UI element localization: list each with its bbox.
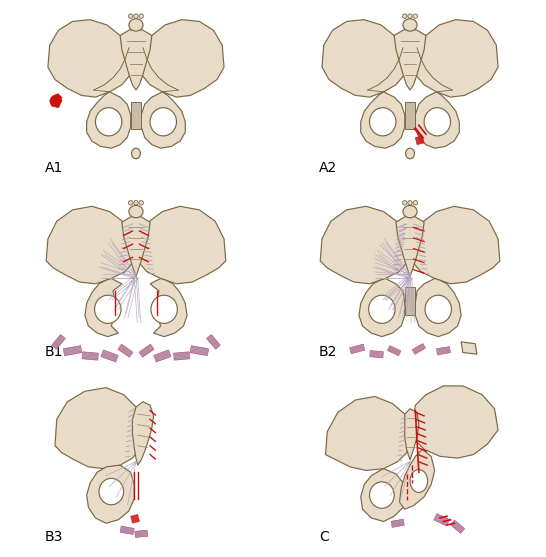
Ellipse shape (139, 201, 144, 205)
Polygon shape (136, 206, 225, 284)
Polygon shape (416, 136, 424, 145)
Polygon shape (122, 215, 150, 277)
Polygon shape (174, 352, 190, 360)
Ellipse shape (129, 206, 143, 218)
Polygon shape (135, 530, 147, 538)
Ellipse shape (139, 14, 144, 18)
Polygon shape (206, 335, 221, 349)
Polygon shape (396, 215, 424, 277)
Ellipse shape (369, 295, 395, 324)
Ellipse shape (132, 148, 140, 159)
Ellipse shape (96, 108, 122, 136)
Polygon shape (55, 388, 145, 468)
Polygon shape (133, 402, 153, 465)
Polygon shape (359, 278, 405, 336)
Polygon shape (82, 352, 98, 360)
Polygon shape (101, 350, 118, 362)
Ellipse shape (99, 478, 123, 505)
Ellipse shape (413, 14, 418, 18)
Text: A1: A1 (45, 160, 63, 174)
Ellipse shape (408, 14, 412, 18)
Ellipse shape (128, 201, 133, 205)
Polygon shape (50, 94, 62, 108)
Polygon shape (322, 19, 407, 97)
Ellipse shape (150, 108, 176, 136)
Polygon shape (405, 287, 416, 315)
Ellipse shape (151, 295, 177, 324)
Ellipse shape (134, 14, 138, 18)
Text: A2: A2 (319, 160, 337, 174)
Polygon shape (120, 526, 134, 535)
Ellipse shape (94, 295, 121, 324)
Polygon shape (325, 397, 412, 471)
Ellipse shape (370, 482, 394, 509)
Polygon shape (370, 350, 383, 358)
Polygon shape (416, 278, 461, 336)
Ellipse shape (413, 201, 418, 205)
Ellipse shape (402, 201, 407, 205)
Polygon shape (400, 449, 435, 509)
Polygon shape (410, 206, 500, 284)
Polygon shape (118, 344, 133, 357)
Polygon shape (190, 346, 209, 356)
Ellipse shape (425, 295, 452, 324)
Polygon shape (461, 342, 477, 354)
Ellipse shape (128, 14, 133, 18)
Polygon shape (349, 344, 365, 354)
Text: C: C (319, 530, 329, 544)
Polygon shape (405, 102, 416, 129)
Polygon shape (46, 206, 136, 284)
Polygon shape (52, 335, 66, 349)
Polygon shape (450, 520, 465, 534)
Polygon shape (412, 344, 425, 354)
Ellipse shape (406, 148, 414, 159)
Polygon shape (413, 386, 498, 458)
Polygon shape (87, 465, 134, 523)
Ellipse shape (410, 470, 428, 492)
Polygon shape (388, 346, 401, 356)
Polygon shape (413, 19, 498, 97)
Ellipse shape (408, 201, 412, 205)
Polygon shape (130, 515, 139, 523)
Polygon shape (130, 102, 141, 129)
Ellipse shape (370, 108, 396, 136)
Polygon shape (150, 278, 187, 336)
Ellipse shape (402, 14, 407, 18)
Polygon shape (394, 28, 426, 90)
Polygon shape (321, 206, 410, 284)
Ellipse shape (424, 108, 450, 136)
Polygon shape (436, 346, 450, 355)
Polygon shape (48, 19, 133, 97)
Text: B3: B3 (45, 530, 63, 544)
Polygon shape (361, 468, 405, 521)
Ellipse shape (129, 19, 143, 31)
Text: B2: B2 (319, 345, 337, 359)
Polygon shape (63, 346, 82, 356)
Polygon shape (87, 92, 130, 148)
Polygon shape (405, 409, 419, 460)
Text: B1: B1 (45, 345, 63, 359)
Ellipse shape (403, 19, 417, 31)
Polygon shape (391, 519, 404, 527)
Ellipse shape (134, 201, 138, 205)
Polygon shape (139, 19, 224, 97)
Polygon shape (434, 514, 449, 526)
Polygon shape (361, 92, 405, 148)
Polygon shape (139, 344, 154, 357)
Polygon shape (416, 92, 459, 148)
Ellipse shape (403, 206, 417, 218)
Polygon shape (154, 350, 171, 362)
Polygon shape (120, 28, 152, 90)
Polygon shape (141, 92, 185, 148)
Polygon shape (85, 278, 122, 336)
